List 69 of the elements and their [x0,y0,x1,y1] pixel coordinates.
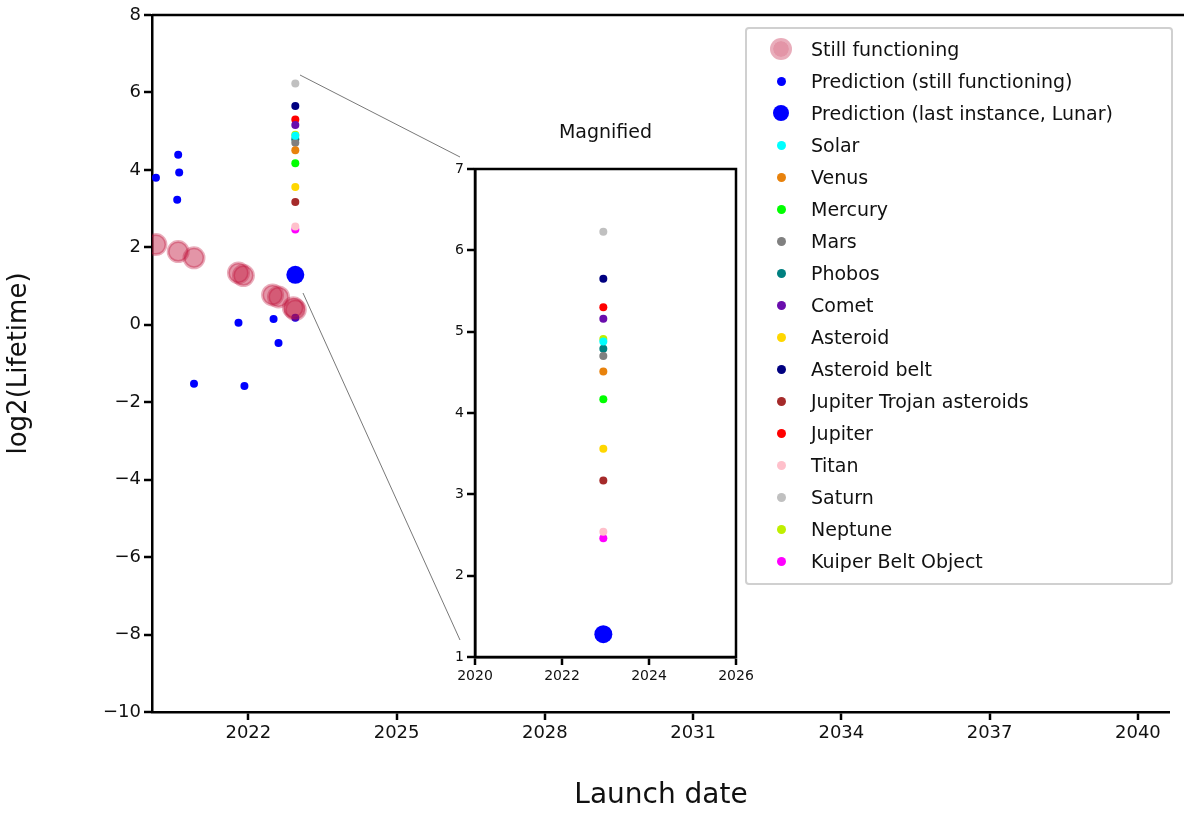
y-tick-label: −2 [114,389,141,411]
x-tick-label: 2026 [718,667,754,684]
legend-label: Jupiter Trojan asteroids [811,390,1029,412]
y-tick-label: 2 [455,566,464,583]
y-tick-label: 3 [455,484,464,501]
x-axis-title: Launch date [574,777,748,811]
y-tick-label: 0 [129,312,141,334]
y-tick-label: 6 [129,80,141,102]
y-tick-label: 4 [455,403,465,420]
legend-label: Prediction (still functioning) [811,70,1073,92]
y-tick-label: −6 [114,544,141,566]
point [291,313,300,322]
point [291,120,300,129]
legend-label: Mercury [811,198,889,220]
legend-label: Still functioning [811,38,960,60]
legend-label: Asteroid [811,326,890,348]
y-tick-label: −8 [114,622,141,644]
chart-title: Magnified [558,119,653,142]
legend-label: Mars [811,230,857,252]
point [267,285,291,309]
y-tick-label: 4 [129,157,141,179]
y-tick-label: 5 [455,322,464,339]
x-tick-label: 2031 [670,721,717,743]
point [234,318,243,327]
point [291,159,300,168]
point [274,338,283,347]
point [190,379,199,388]
point [291,198,300,207]
legend-label: Jupiter [811,422,873,444]
point [182,246,206,270]
point [269,314,278,323]
x-tick-label: 2037 [966,721,1013,743]
y-tick-label: −4 [114,467,141,489]
legend-label: Comet [811,294,874,316]
y-axis-title: log2(Lifetime) [2,272,33,455]
legend-label: Saturn [811,486,874,508]
point [240,381,249,390]
legend-label: Phobos [811,262,880,284]
x-tick-label: 2040 [1114,721,1161,743]
point [286,265,305,284]
point [173,195,182,204]
point [291,146,300,155]
legend-label: Prediction (last instance, Lunar) [811,102,1113,124]
y-tick-label: 6 [455,240,465,257]
legend-label: Venus [811,166,869,188]
legend-label: Neptune [811,518,893,540]
x-tick-label: 2025 [373,721,420,743]
y-tick-label: 2 [129,235,141,257]
y-tick-label: −10 [103,699,141,721]
legend-label: Solar [811,134,860,156]
point [174,150,183,159]
point [291,79,300,88]
x-tick-label: 2028 [521,721,568,743]
legend-label: Asteroid belt [811,358,932,380]
point [175,168,184,177]
x-tick-label: 2020 [457,667,493,684]
y-tick-label: 7 [455,159,464,176]
legend-label: Kuiper Belt Object [811,550,983,572]
x-tick-label: 2034 [818,721,865,743]
point [231,264,255,288]
point [152,173,160,182]
point [291,102,300,110]
legend-label: Titan [811,454,859,476]
y-tick-label: 8 [129,2,141,24]
y-tick-label: 1 [455,647,464,664]
x-tick-label: 2022 [225,721,272,743]
x-tick-label: 2024 [631,667,667,684]
point [291,182,300,191]
x-tick-label: 2022 [544,667,580,684]
